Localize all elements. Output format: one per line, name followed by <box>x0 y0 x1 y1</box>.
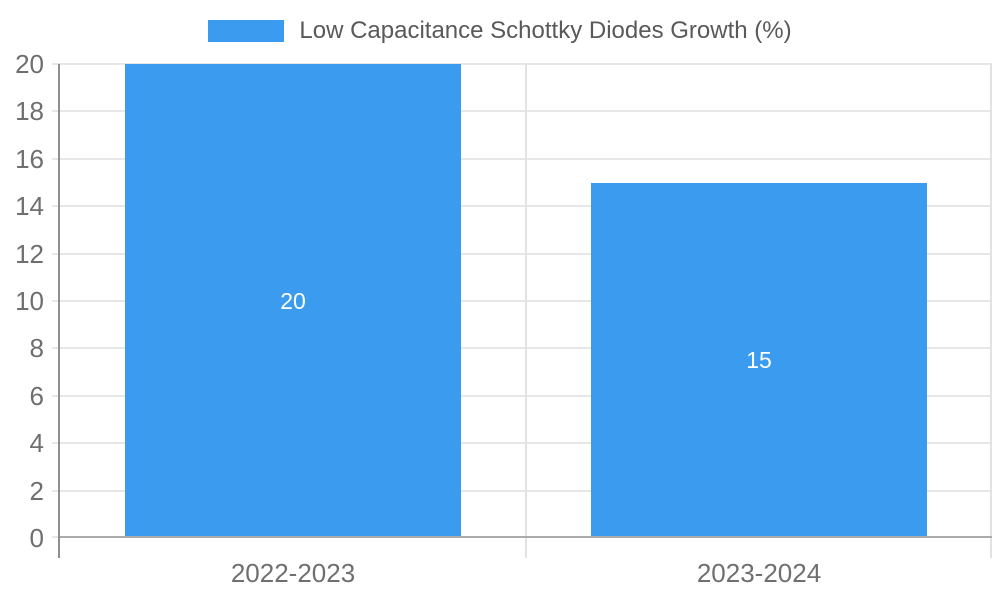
gridline <box>52 157 992 160</box>
bar[interactable] <box>125 64 461 538</box>
y-tick-label: 14 <box>15 191 44 222</box>
zero-tick <box>52 536 60 538</box>
gridline <box>52 110 992 113</box>
gridline <box>52 442 992 445</box>
x-category-label: 2022-2023 <box>230 558 356 588</box>
plot-area: 20 15 <box>52 63 992 558</box>
gridline <box>52 63 992 65</box>
y-tick-label: 4 <box>29 428 44 459</box>
category-separator <box>525 64 527 558</box>
gridline <box>52 347 992 350</box>
y-tick-label: 20 <box>15 49 44 79</box>
bar-value-label: 20 <box>280 288 306 314</box>
legend-swatch <box>208 20 285 42</box>
gridline <box>52 205 992 208</box>
bar[interactable] <box>591 182 927 538</box>
x-axis-category-labels: 2022-2023 2023-2024 <box>60 558 992 590</box>
y-tick-label: 12 <box>15 238 44 269</box>
y-tick-label: 10 <box>15 286 44 316</box>
y-axis-tick-labels: 0 2 4 6 8 10 12 14 16 18 20 <box>0 50 44 552</box>
y-tick-label: 2 <box>29 475 44 506</box>
gridline <box>52 489 992 492</box>
y-axis-line <box>58 64 60 558</box>
y-tick-label: 18 <box>15 96 44 127</box>
x-axis-baseline <box>60 536 992 538</box>
legend-label: Low Capacitance Schottky Diodes Growth (… <box>299 17 792 44</box>
legend[interactable]: Low Capacitance Schottky Diodes Growth (… <box>0 18 1000 44</box>
gridline <box>52 300 992 302</box>
y-tick-label: 8 <box>29 333 44 364</box>
y-tick-label: 16 <box>15 143 44 174</box>
bar-value-label: 15 <box>746 347 772 374</box>
gridline <box>52 252 992 255</box>
plot-right-border <box>990 64 992 558</box>
x-category-label: 2023-2024 <box>696 558 822 588</box>
y-tick-label: 6 <box>29 380 44 411</box>
gridline <box>52 394 992 397</box>
y-tick-label: 0 <box>29 523 44 553</box>
